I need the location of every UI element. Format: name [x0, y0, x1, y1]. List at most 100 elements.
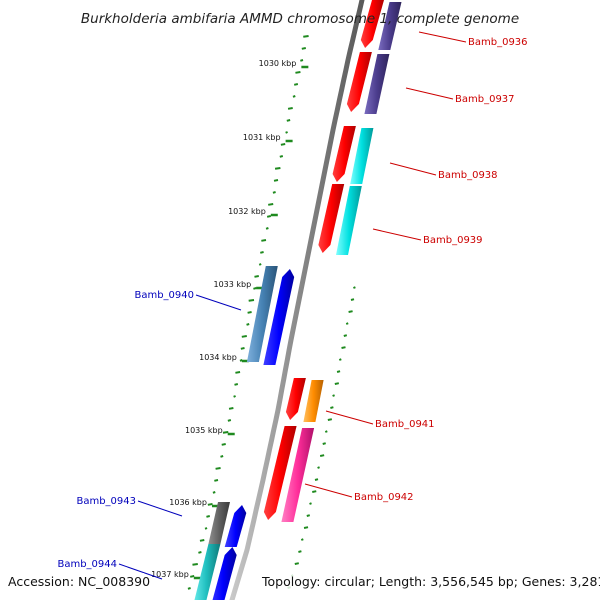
gene-label[interactable]: Bamb_0936 — [468, 37, 528, 48]
gene-labels: Bamb_0936 Bamb_0937 Bamb_0938 Bamb_0939 Bamb… — [57, 31, 528, 580]
gene-reverse-cds[interactable] — [209, 547, 237, 600]
kbp-tick-label: 1034 kbp — [199, 353, 237, 362]
gc-track-mark — [350, 298, 355, 301]
gc-skew-track — [187, 35, 356, 590]
gene-features — [192, 0, 402, 600]
gene-leader-line — [418, 31, 467, 43]
gc-track-mark — [279, 155, 284, 158]
gc-track-mark — [286, 119, 291, 122]
gc-track-mark — [247, 311, 252, 314]
gc-track-mark — [198, 551, 202, 554]
gc-track-mark — [322, 442, 326, 445]
gc-track-mark — [261, 239, 267, 242]
gene-leader-line — [137, 500, 183, 517]
kbp-ruler: 1030 kbp 1031 kbp 1032 kbp 1033 kbp 1034 kbp… — [151, 59, 309, 580]
gc-track-mark — [345, 322, 349, 325]
gc-track-mark — [206, 515, 211, 518]
gene-forward-cds[interactable] — [318, 184, 345, 253]
gc-track-mark — [300, 538, 304, 541]
gc-track-mark — [215, 467, 221, 470]
gc-track-mark — [285, 131, 288, 134]
gene-forward-cog[interactable] — [350, 128, 374, 184]
gc-track-mark — [303, 526, 309, 529]
gc-track-mark — [353, 286, 356, 289]
map-title: Burkholderia ambifaria AMMD chromosome 1… — [81, 11, 519, 27]
gene-label[interactable]: Bamb_0941 — [375, 419, 435, 430]
gc-track-mark — [287, 107, 293, 110]
gene-leader-line — [118, 563, 163, 580]
kbp-tick-label: 1037 kbp — [151, 570, 189, 579]
kbp-tick-label: 1033 kbp — [213, 280, 251, 289]
gc-track-mark — [220, 455, 224, 458]
gc-track-mark — [214, 479, 219, 482]
gc-track-mark — [298, 550, 302, 553]
gc-track-mark — [293, 83, 299, 86]
gc-track-mark — [306, 514, 311, 517]
gene-forward-cds[interactable] — [360, 0, 384, 48]
gene-leader-line — [304, 483, 353, 498]
gene-forward-cog[interactable] — [364, 54, 390, 114]
gc-track-mark — [292, 95, 296, 98]
gene-forward-cds[interactable] — [285, 378, 306, 420]
gene-label[interactable]: Bamb_0939 — [423, 235, 483, 246]
gene-label[interactable]: Bamb_0940 — [134, 290, 194, 301]
gc-track-mark — [227, 419, 232, 422]
gc-track-mark — [301, 47, 306, 50]
gc-track-mark — [303, 35, 309, 38]
gene-forward-cog[interactable] — [281, 428, 315, 522]
gc-track-mark — [338, 358, 342, 361]
gene-reverse-cog[interactable] — [208, 502, 230, 544]
gc-track-mark — [235, 371, 241, 374]
gc-track-mark — [319, 454, 325, 457]
gc-track-mark — [204, 527, 208, 530]
gc-track-mark — [348, 310, 353, 313]
gc-track-mark — [294, 562, 299, 565]
gene-reverse-cds[interactable] — [224, 505, 247, 547]
gene-label[interactable]: Bamb_0944 — [57, 559, 117, 570]
gc-track-mark — [222, 431, 229, 434]
gene-forward-cog[interactable] — [378, 2, 402, 50]
gc-track-mark — [341, 346, 346, 349]
gene-label[interactable]: Bamb_0937 — [455, 94, 515, 105]
gc-track-mark — [334, 382, 340, 385]
gene-leader-line — [325, 410, 374, 425]
footer-backdrop-right — [258, 573, 596, 590]
gc-track-mark — [199, 539, 205, 542]
gc-track-mark — [327, 418, 333, 421]
kbp-tick-label: 1031 kbp — [243, 133, 281, 142]
gene-reverse-cog[interactable] — [192, 544, 221, 600]
footer-backdrop-left — [6, 573, 144, 590]
gc-track-mark — [274, 167, 281, 170]
gene-reverse-cog[interactable] — [246, 266, 278, 362]
gc-track-mark — [300, 59, 304, 62]
chromosome-backbone — [229, 0, 365, 600]
gc-track-mark — [314, 478, 319, 481]
gc-track-mark — [246, 323, 250, 326]
gene-forward-cds[interactable] — [263, 426, 297, 520]
gene-reverse-cds[interactable] — [263, 269, 295, 365]
gene-forward-cog[interactable] — [303, 380, 324, 422]
gc-track-mark — [280, 143, 286, 146]
gc-track-mark — [248, 299, 255, 302]
gene-label[interactable]: Bamb_0942 — [354, 492, 414, 503]
gc-track-mark — [241, 335, 247, 338]
gc-track-mark — [254, 275, 259, 278]
gc-track-mark — [258, 263, 262, 266]
kbp-tick-label: 1035 kbp — [185, 426, 223, 435]
gc-track-mark — [240, 347, 245, 350]
gc-track-mark — [268, 203, 274, 206]
gene-label[interactable]: Bamb_0938 — [438, 170, 498, 181]
gene-label[interactable]: Bamb_0943 — [76, 496, 136, 507]
gc-track-mark — [192, 563, 198, 566]
gene-forward-cog[interactable] — [336, 186, 362, 255]
gc-track-mark — [260, 251, 264, 254]
gene-forward-cds[interactable] — [332, 126, 356, 182]
gc-track-mark — [343, 334, 348, 337]
gc-track-mark — [332, 394, 335, 397]
genome-summary-text: Topology: circular; Length: 3,556,545 bp… — [261, 574, 600, 589]
gc-track-mark — [265, 227, 269, 230]
gc-track-mark — [234, 383, 239, 386]
gene-forward-cds[interactable] — [346, 52, 372, 112]
kbp-tick-label: 1032 kbp — [228, 207, 266, 216]
